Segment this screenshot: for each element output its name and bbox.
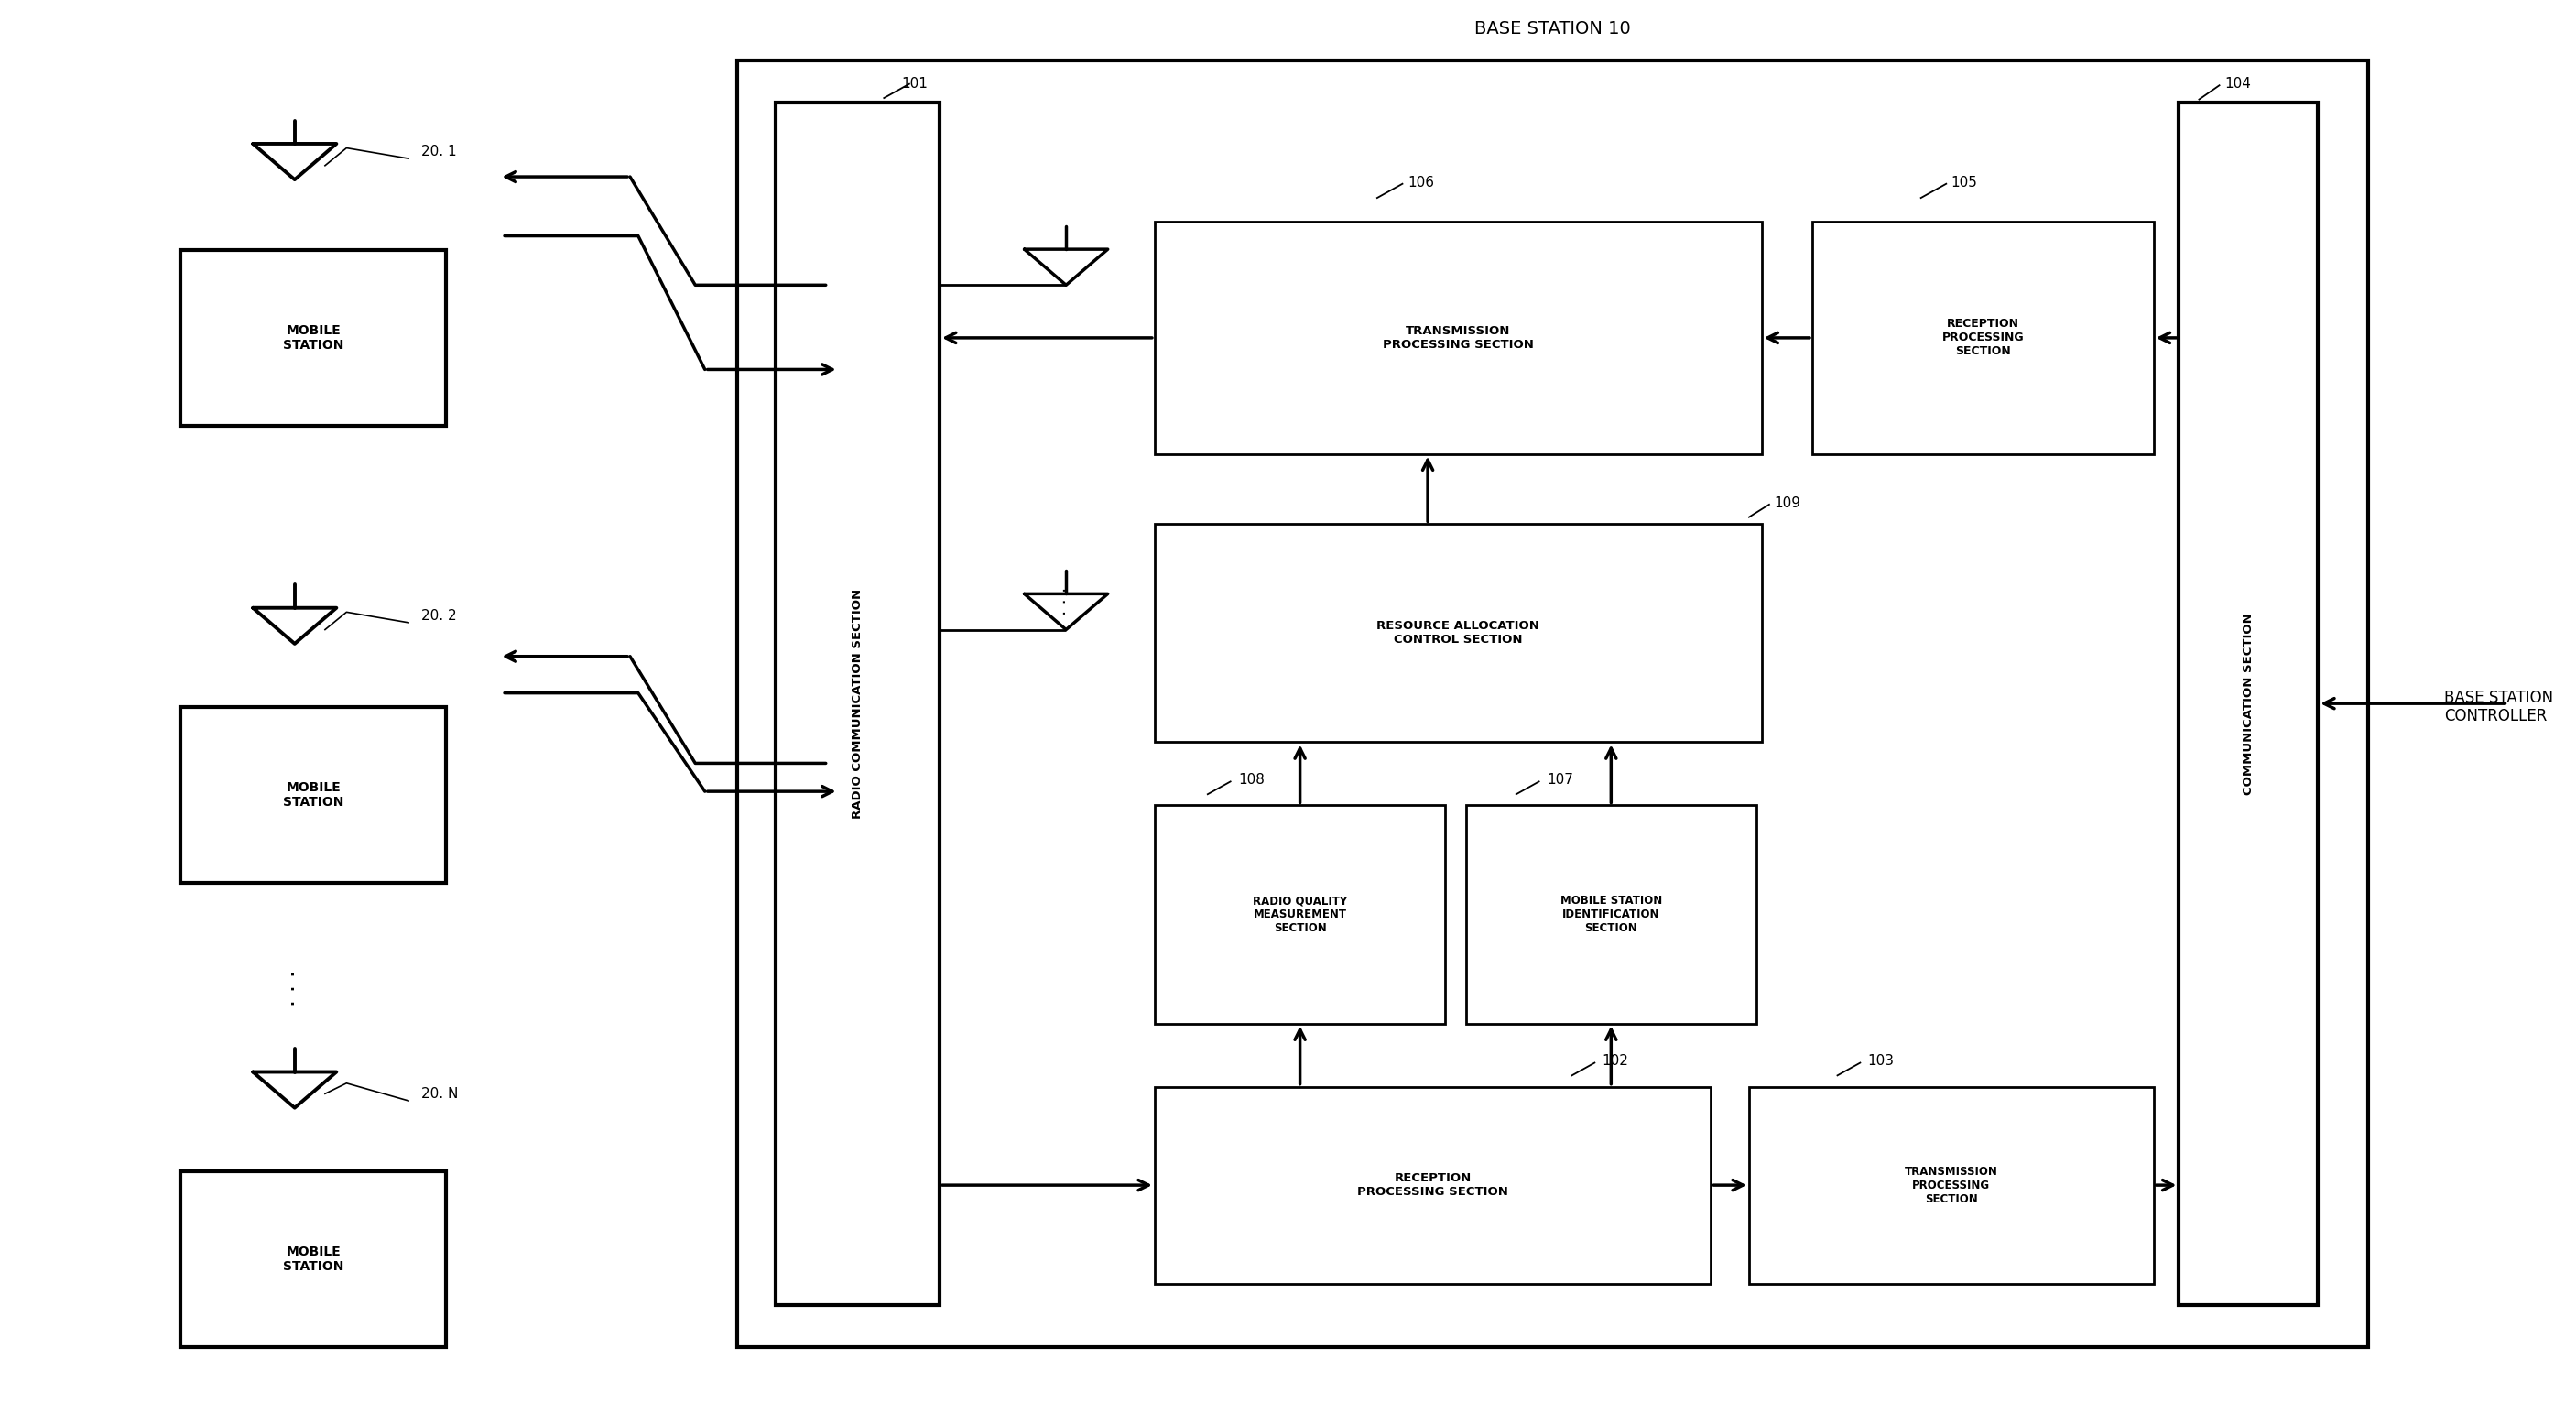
Bar [775,102,940,1305]
Text: · · ·: · · · [283,970,307,1007]
Bar [180,707,446,882]
Text: · · ·: · · · [1056,587,1074,617]
Text: 109: 109 [1775,496,1801,510]
Text: TRANSMISSION
PROCESSING
SECTION: TRANSMISSION PROCESSING SECTION [1904,1165,1999,1205]
Text: MOBILE
STATION: MOBILE STATION [283,781,345,809]
Text: 106: 106 [1406,175,1435,189]
Text: 20. 2: 20. 2 [420,608,456,622]
Bar [737,59,2367,1348]
Bar [1154,222,1762,454]
Text: 102: 102 [1602,1055,1628,1068]
Text: 104: 104 [2226,78,2251,90]
Text: 105: 105 [1950,175,1978,189]
Text: MOBILE
STATION: MOBILE STATION [283,1246,345,1273]
Text: 107: 107 [1546,773,1574,788]
Text: COMMUNICATION SECTION: COMMUNICATION SECTION [2244,612,2254,795]
Bar [180,1171,446,1348]
Text: RECEPTION
PROCESSING
SECTION: RECEPTION PROCESSING SECTION [1942,318,2025,358]
Text: 20. N: 20. N [420,1087,459,1100]
Text: MOBILE
STATION: MOBILE STATION [283,324,345,352]
Bar [1154,525,1762,742]
Text: MOBILE STATION
IDENTIFICATION
SECTION: MOBILE STATION IDENTIFICATION SECTION [1561,895,1662,935]
Bar [1466,806,1757,1024]
Bar [180,250,446,426]
Text: BASE STATION
CONTROLLER: BASE STATION CONTROLLER [2445,689,2553,725]
Text: 101: 101 [902,78,927,90]
Bar [2179,102,2318,1305]
Text: RADIO QUALITY
MEASUREMENT
SECTION: RADIO QUALITY MEASUREMENT SECTION [1252,895,1347,935]
Text: RADIO COMMUNICATION SECTION: RADIO COMMUNICATION SECTION [853,588,863,819]
Bar [1811,222,2154,454]
Text: TRANSMISSION
PROCESSING SECTION: TRANSMISSION PROCESSING SECTION [1383,325,1533,351]
Text: 108: 108 [1239,773,1265,788]
Text: 20. 1: 20. 1 [420,144,456,158]
Text: RECEPTION
PROCESSING SECTION: RECEPTION PROCESSING SECTION [1358,1172,1510,1198]
Text: BASE STATION 10: BASE STATION 10 [1473,20,1631,38]
Text: 103: 103 [1868,1055,1893,1068]
Bar [1154,806,1445,1024]
Bar [1154,1087,1710,1284]
Bar [1749,1087,2154,1284]
Text: RESOURCE ALLOCATION
CONTROL SECTION: RESOURCE ALLOCATION CONTROL SECTION [1376,621,1540,646]
